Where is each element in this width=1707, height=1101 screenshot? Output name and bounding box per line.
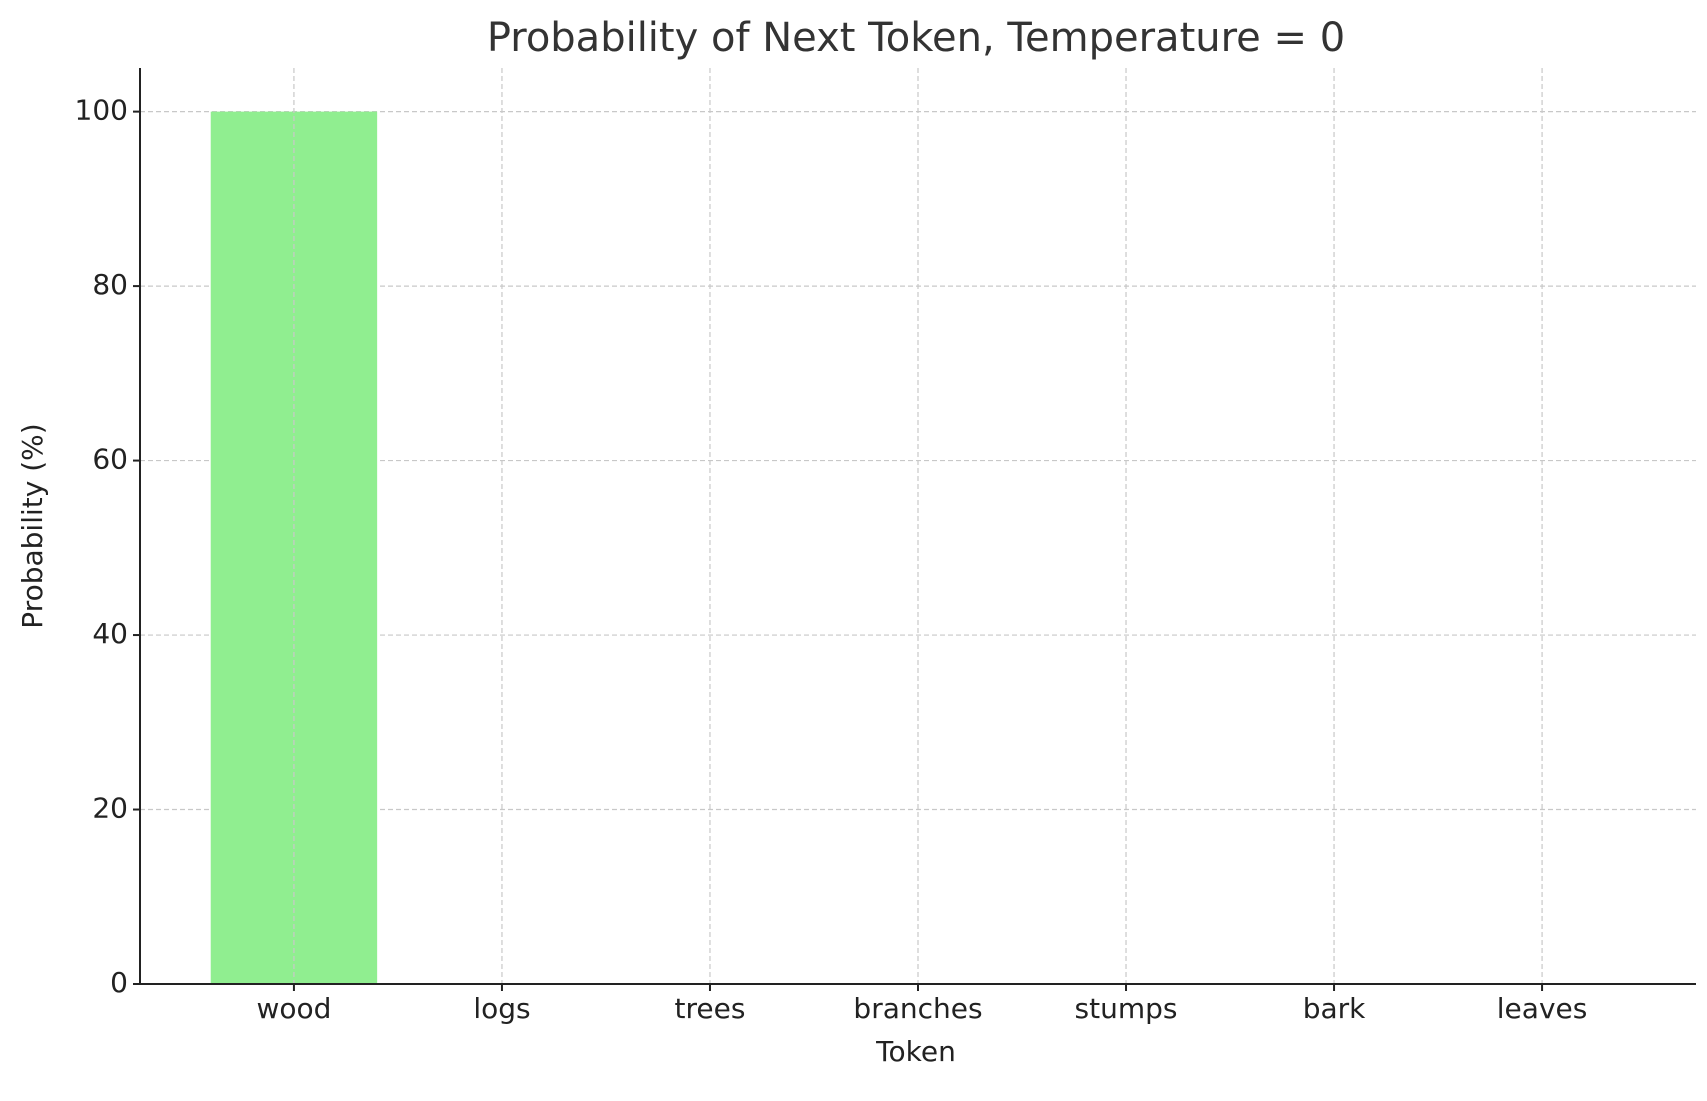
chart-title: Probability of Next Token, Temperature =…: [487, 15, 1345, 61]
x-tick-label: branches: [853, 992, 982, 1025]
x-axis-label: Token: [875, 1035, 956, 1068]
y-tick-label: 40: [92, 617, 128, 650]
x-tick-label: bark: [1303, 992, 1366, 1025]
y-tick-label: 0: [110, 966, 128, 999]
x-tick-label: stumps: [1075, 992, 1178, 1025]
y-tick-label: 20: [92, 792, 128, 825]
x-tick-label: logs: [473, 992, 530, 1025]
y-tick-label: 80: [92, 268, 128, 301]
y-tick-label: 60: [92, 443, 128, 476]
y-tick-label: 100: [75, 94, 128, 127]
x-tick-label: leaves: [1497, 992, 1588, 1025]
x-tick-label: wood: [256, 992, 331, 1025]
y-axis-label: Probability (%): [16, 423, 49, 628]
x-tick-label: trees: [675, 992, 746, 1025]
